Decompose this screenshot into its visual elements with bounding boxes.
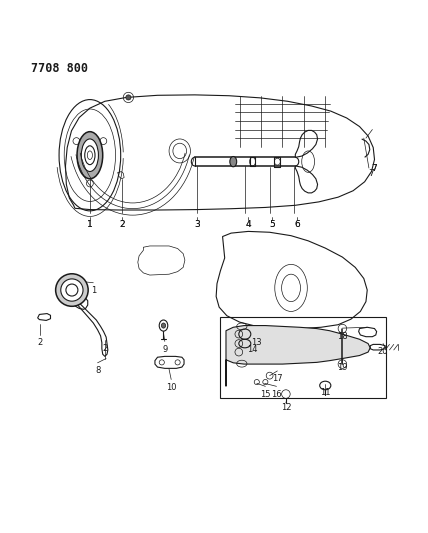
Text: 4: 4 — [245, 220, 251, 229]
Ellipse shape — [161, 323, 166, 328]
Text: 8: 8 — [95, 366, 100, 375]
Text: 3: 3 — [194, 220, 200, 229]
Ellipse shape — [61, 279, 83, 301]
Text: 1: 1 — [87, 220, 93, 229]
Text: 6: 6 — [294, 220, 300, 229]
Text: 1: 1 — [87, 220, 93, 229]
Text: 12: 12 — [282, 403, 292, 413]
Text: 7708 800: 7708 800 — [31, 62, 88, 75]
Ellipse shape — [126, 95, 131, 100]
Text: 16: 16 — [271, 390, 282, 399]
Text: 6: 6 — [294, 220, 300, 229]
Ellipse shape — [81, 139, 98, 172]
Text: 11: 11 — [320, 387, 330, 397]
Text: 7: 7 — [372, 164, 377, 173]
Ellipse shape — [230, 157, 237, 167]
Text: 2: 2 — [102, 344, 107, 352]
Ellipse shape — [56, 274, 88, 306]
Text: 7: 7 — [369, 169, 374, 178]
Text: 3: 3 — [194, 220, 200, 229]
Text: 5: 5 — [269, 220, 275, 229]
Text: 2: 2 — [119, 220, 125, 229]
Text: 10: 10 — [166, 383, 176, 392]
Text: 18: 18 — [337, 332, 348, 341]
Text: 4: 4 — [245, 220, 251, 229]
Text: 19: 19 — [337, 363, 348, 372]
Text: 17: 17 — [272, 374, 282, 383]
Text: 13: 13 — [252, 337, 262, 346]
Bar — [220, 317, 386, 398]
Text: 14: 14 — [247, 345, 258, 354]
Ellipse shape — [77, 132, 103, 179]
Polygon shape — [226, 326, 370, 386]
Text: 2: 2 — [37, 338, 42, 348]
Text: 15: 15 — [260, 390, 270, 399]
Text: 20: 20 — [378, 347, 388, 356]
Text: 5: 5 — [269, 220, 275, 229]
Text: 2: 2 — [119, 220, 125, 229]
Text: 9: 9 — [162, 345, 167, 354]
Text: 1: 1 — [91, 286, 96, 295]
Text: 7: 7 — [372, 164, 377, 173]
